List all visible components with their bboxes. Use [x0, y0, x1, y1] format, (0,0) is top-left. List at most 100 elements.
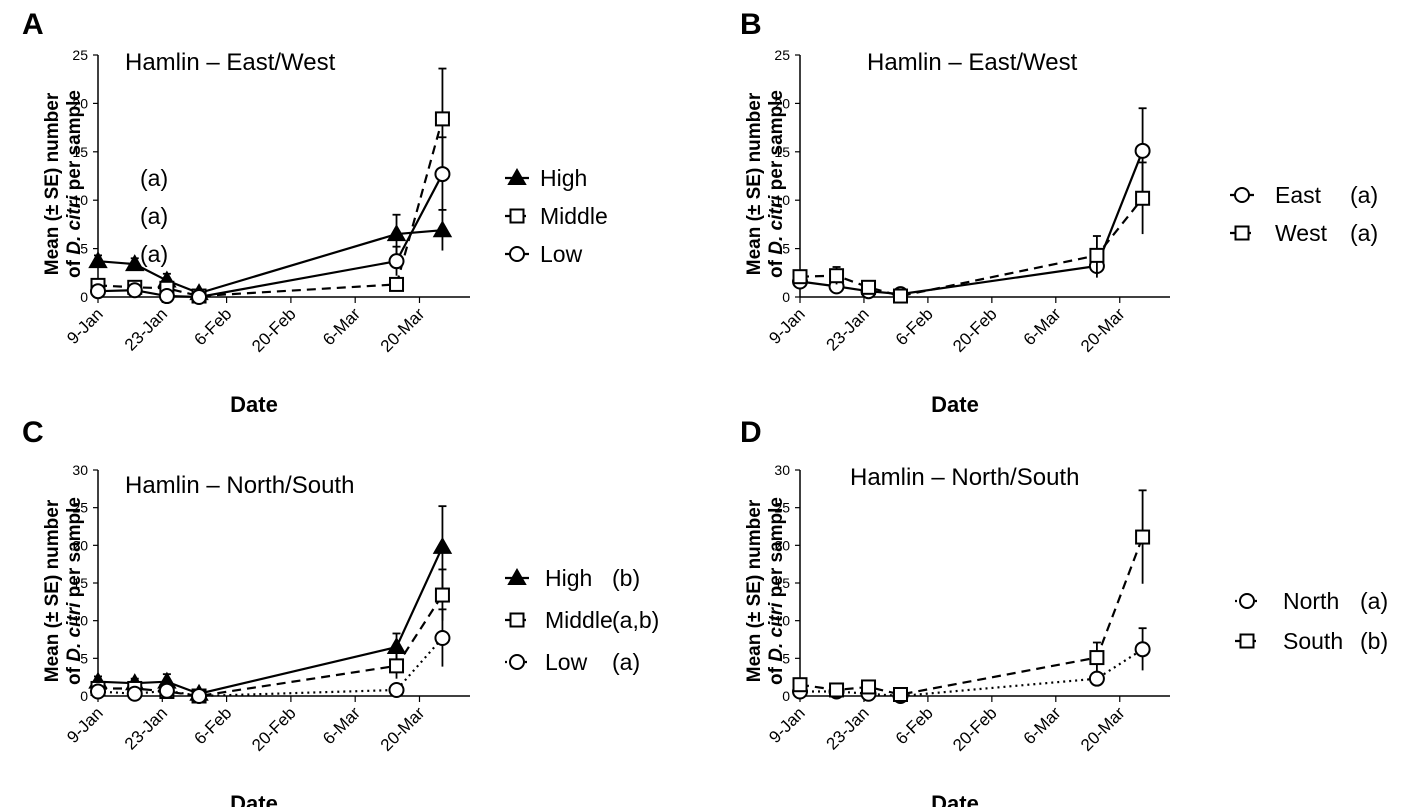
- chart-panel-d: D Hamlin – North/South 0 5 10 15 20 25 30 9-Jan 23…: [740, 416, 1388, 807]
- data-point: [829, 268, 845, 284]
- y-axis-label-prefix: of: [766, 662, 787, 685]
- x-tick-label: 9-Jan: [765, 703, 809, 747]
- x-tick-label: 6-Mar: [1020, 304, 1065, 349]
- chart-panel-c: C Hamlin – North/South 0 5 10 15 20 25 30 9-Jan 23…: [22, 416, 659, 807]
- y-tick-label: 30: [774, 462, 790, 478]
- y-tick-label: 5: [782, 650, 790, 666]
- legend-group: (a): [140, 241, 168, 267]
- data-point: [389, 276, 405, 292]
- legend-marker: [1239, 593, 1255, 609]
- y-tick-label: 25: [72, 47, 88, 63]
- x-tick-label: 23-Jan: [823, 304, 873, 354]
- y-tick-label: 10: [774, 192, 790, 208]
- x-tick-label: 9-Jan: [63, 304, 107, 348]
- legend-label: East: [1275, 182, 1322, 208]
- legend-marker: [509, 246, 525, 262]
- y-tick-label: 20: [72, 537, 88, 553]
- series-south: [792, 489, 1151, 702]
- series-west: [792, 161, 1151, 304]
- legend-label: North: [1283, 588, 1339, 614]
- data-point: [125, 254, 145, 272]
- series-line: [98, 594, 444, 698]
- y-axis-label-line1: Mean (± SE) number: [744, 92, 765, 275]
- y-tick-label: 0: [80, 289, 88, 305]
- x-tick-label: 6-Mar: [319, 703, 364, 748]
- legend-group: (a): [1360, 588, 1388, 614]
- x-axis-label: Date: [230, 392, 278, 417]
- legend-group: (a): [1350, 220, 1378, 246]
- data-point: [1135, 529, 1151, 545]
- legend-entry-south: South (b): [1235, 628, 1388, 654]
- data-point: [861, 279, 877, 295]
- y-tick-label: 20: [774, 537, 790, 553]
- legend-entry-middle: Middle (a,b): [505, 607, 659, 633]
- x-tick-label: 6-Mar: [319, 304, 364, 349]
- y-tick-label: 15: [72, 144, 88, 160]
- y-axis-label-prefix: of: [64, 255, 85, 278]
- legend-group: (b): [1360, 628, 1388, 654]
- y-axis-label-suffix: per sample: [64, 90, 85, 196]
- data-point: [1089, 650, 1105, 666]
- panel-letter: B: [740, 8, 762, 41]
- panel-letter: D: [740, 416, 762, 449]
- data-point: [434, 166, 451, 183]
- x-tick-label: 20-Mar: [377, 703, 429, 755]
- y-axis-label-line1: Mean (± SE) number: [744, 499, 765, 682]
- y-axis-label-species: D. citri: [766, 602, 787, 662]
- legend-marker: [1239, 633, 1255, 649]
- legend-label: Low: [540, 241, 583, 267]
- legend-group: (a,b): [612, 607, 659, 633]
- chart-title: Hamlin – East/West: [867, 49, 1078, 76]
- legend-entry-north: North (a): [1235, 588, 1388, 614]
- data-point: [434, 629, 451, 646]
- chart-title: Hamlin – East/West: [125, 49, 336, 76]
- x-tick-label: 23-Jan: [121, 703, 171, 753]
- y-tick-label: 15: [774, 575, 790, 591]
- legend-entry-east: East (a): [1230, 182, 1378, 208]
- y-tick-label: 5: [782, 241, 790, 257]
- data-point: [386, 637, 407, 655]
- x-tick-label: 20-Mar: [1077, 304, 1129, 356]
- x-tick-label: 6-Feb: [191, 304, 236, 349]
- data-point: [88, 251, 108, 269]
- chart-panel-b: B Hamlin – East/West 0 5 10 15 20 25 9-Jan 23-Jan…: [740, 8, 1378, 417]
- x-tick-label: 6-Mar: [1020, 703, 1065, 748]
- legend-marker: [1234, 187, 1250, 203]
- x-tick-label: 23-Jan: [121, 304, 171, 354]
- y-axis-label-prefix: of: [766, 255, 787, 278]
- panel-letter: C: [22, 416, 44, 449]
- y-axis-label-suffix: per sample: [766, 497, 787, 603]
- y-tick-label: 0: [782, 289, 790, 305]
- y-axis-label-line1: Mean (± SE) number: [42, 499, 63, 682]
- x-tick-label: 6-Feb: [892, 304, 937, 349]
- legend-entry-low: Low (a): [140, 241, 583, 267]
- series-low: [90, 136, 451, 305]
- x-tick-label: 20-Mar: [1077, 703, 1129, 755]
- y-tick-label: 15: [72, 575, 88, 591]
- y-tick-label: 20: [72, 95, 88, 111]
- x-tick-label: 9-Jan: [63, 703, 107, 747]
- data-point: [1134, 641, 1151, 658]
- y-tick-label: 15: [774, 144, 790, 160]
- data-point: [126, 282, 143, 299]
- y-axis-label-suffix: per sample: [64, 497, 85, 603]
- chart-title: Hamlin – North/South: [125, 472, 354, 499]
- y-axis-label-line2: of D. citri per sample: [766, 497, 787, 685]
- y-axis-label-prefix: of: [64, 662, 85, 685]
- data-point: [861, 679, 877, 695]
- y-axis-label-species: D. citri: [766, 195, 787, 255]
- legend-group: (a): [612, 649, 640, 675]
- y-tick-label: 0: [80, 688, 88, 704]
- series-line: [799, 150, 1144, 296]
- legend-group: (a): [1350, 182, 1378, 208]
- data-point: [191, 289, 208, 305]
- x-tick-label: 20-Feb: [949, 304, 1001, 356]
- data-point: [90, 283, 106, 300]
- data-point: [158, 682, 175, 699]
- legend-label: South: [1283, 628, 1343, 654]
- data-point: [434, 587, 450, 603]
- data-point: [1135, 190, 1151, 206]
- data-point: [386, 224, 407, 242]
- data-point: [126, 685, 143, 702]
